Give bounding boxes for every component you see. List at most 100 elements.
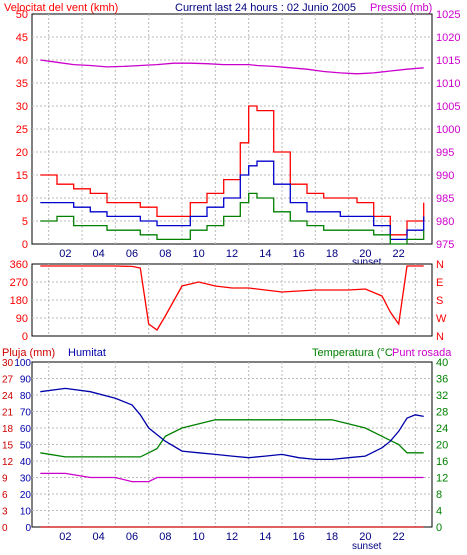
humidity-left-ticks: 0 10 20 30 40 50 60 70 80 90 100	[14, 358, 31, 534]
wind-left-ticks: 0 5 10 15 20 25 30 35 40 45 50	[16, 9, 28, 251]
rain-left-ticks: 0 3 6 9 12 15 18 21 24 27 30	[2, 358, 14, 534]
dewpoint-axis-title: Punt rosada	[392, 347, 452, 359]
wind-average-line	[40, 160, 425, 241]
humidity-x-ticks: 02 04 06 08 10 12 14 16 18 20 22	[59, 531, 405, 543]
temperature-tick-label: 0	[436, 522, 442, 534]
x-tick-label: 22	[393, 531, 405, 543]
humidity-tick-label: 100	[14, 358, 31, 369]
temperature-line	[40, 419, 424, 458]
pressure-tick-label: 990	[436, 170, 454, 182]
compass-tick-label: N	[436, 259, 444, 271]
pressure-tick-label: 975	[436, 239, 454, 251]
temperature-right-ticks: 0 4 8 12 16 20 24 28 32 36 40	[436, 357, 448, 534]
pressure-line	[40, 59, 424, 75]
rain-tick-label: 9	[2, 474, 8, 485]
temperature-tick-label: 20	[436, 440, 448, 452]
wind-tick-label: 5	[22, 216, 28, 228]
pressure-right-ticks: 975 980 985 990 995 1000 1005 1010 1015 1020 1025	[436, 9, 460, 251]
temperature-tick-label: 24	[436, 423, 448, 435]
compass-tick-label: S	[436, 295, 443, 307]
temperature-tick-label: 4	[436, 506, 442, 518]
rain-tick-label: 3	[2, 507, 8, 518]
chart-title: Current last 24 hours : 02 Junio 2005	[175, 2, 356, 14]
rain-tick-label: 0	[2, 523, 8, 534]
direction-tick-label: 270	[10, 277, 28, 289]
pressure-tick-label: 1015	[436, 55, 460, 67]
x-tick-label: 06	[126, 248, 138, 260]
pressure-tick-label: 985	[436, 193, 454, 205]
x-tick-label: 20	[359, 248, 371, 260]
direction-left-ticks: 0 90 180 270 360	[10, 259, 28, 343]
humidity-axis-title: Humitat	[68, 347, 106, 359]
pressure-tick-label: 1020	[436, 32, 460, 44]
rain-tick-label: 15	[2, 441, 14, 452]
x-tick-label: 02	[59, 248, 71, 260]
x-tick-label: 04	[93, 248, 105, 260]
temperature-axis-title: Temperatura (°C	[312, 347, 393, 359]
wind-tick-label: 40	[16, 55, 28, 67]
wind-direction-line	[40, 265, 424, 331]
x-tick-label: 12	[226, 531, 238, 543]
humidity-tick-label: 60	[20, 424, 32, 435]
temperature-tick-label: 28	[436, 407, 448, 419]
temperature-tick-label: 32	[436, 390, 448, 402]
humidity-tick-label: 30	[20, 474, 32, 485]
sunset-label-2: sunset	[352, 541, 382, 552]
x-tick-label: 10	[193, 248, 205, 260]
rain-tick-label: 12	[2, 457, 14, 468]
humidity-tick-label: 0	[25, 523, 31, 534]
x-tick-label: 16	[293, 248, 305, 260]
wind-grid	[32, 14, 432, 244]
rain-tick-label: 21	[2, 408, 14, 419]
wind-tick-label: 30	[16, 101, 28, 113]
wind-tick-label: 0	[22, 239, 28, 251]
wind-tick-label: 10	[16, 193, 28, 205]
compass-tick-label: W	[436, 313, 447, 325]
x-tick-label: 14	[259, 531, 271, 543]
rain-tick-label: 18	[2, 424, 14, 435]
rain-tick-label: 24	[2, 391, 14, 402]
x-tick-label: 18	[326, 248, 338, 260]
sunset-label-1: sunset	[352, 257, 382, 268]
humidity-line	[40, 387, 424, 461]
pressure-tick-label: 1000	[436, 124, 460, 136]
pressure-tick-label: 980	[436, 216, 454, 228]
humidity-series	[40, 387, 424, 528]
x-tick-label: 20	[359, 531, 371, 543]
wind-series	[40, 59, 425, 245]
x-tick-label: 08	[159, 248, 171, 260]
temperature-tick-label: 16	[436, 456, 448, 468]
wind-x-ticks: 02 04 06 08 10 12 14 16 18 20 22	[59, 248, 405, 260]
rain-tick-label: 30	[2, 358, 14, 369]
x-tick-label: 14	[259, 248, 271, 260]
rain-tick-label: 6	[2, 490, 8, 501]
temperature-tick-label: 36	[436, 374, 448, 386]
x-tick-label: 22	[393, 248, 405, 260]
wind-gust-line	[40, 105, 425, 236]
humidity-tick-label: 80	[20, 391, 32, 402]
direction-series	[40, 265, 424, 331]
dewpoint-line	[40, 472, 424, 483]
humidity-tick-label: 50	[20, 441, 32, 452]
compass-tick-label: E	[436, 277, 443, 289]
wind-tick-label: 25	[16, 124, 28, 136]
direction-grid	[32, 264, 432, 336]
pressure-tick-label: 1005	[436, 101, 460, 113]
compass-tick-label: N	[436, 331, 444, 343]
x-tick-label: 18	[326, 531, 338, 543]
humidity-tick-label: 70	[20, 408, 32, 419]
rain-tick-label: 27	[2, 375, 14, 386]
humidity-tick-label: 40	[20, 457, 32, 468]
x-tick-label: 16	[293, 531, 305, 543]
wind-tick-label: 35	[16, 78, 28, 90]
pressure-tick-label: 1010	[436, 78, 460, 90]
wind-axis-title: Velocitat del vent (kmh)	[4, 2, 118, 14]
x-tick-label: 04	[93, 531, 105, 543]
humidity-tick-label: 20	[20, 490, 32, 501]
humidity-tick-label: 90	[20, 375, 32, 386]
pressure-tick-label: 1025	[436, 9, 460, 21]
wind-tick-label: 45	[16, 32, 28, 44]
x-tick-label: 06	[126, 531, 138, 543]
